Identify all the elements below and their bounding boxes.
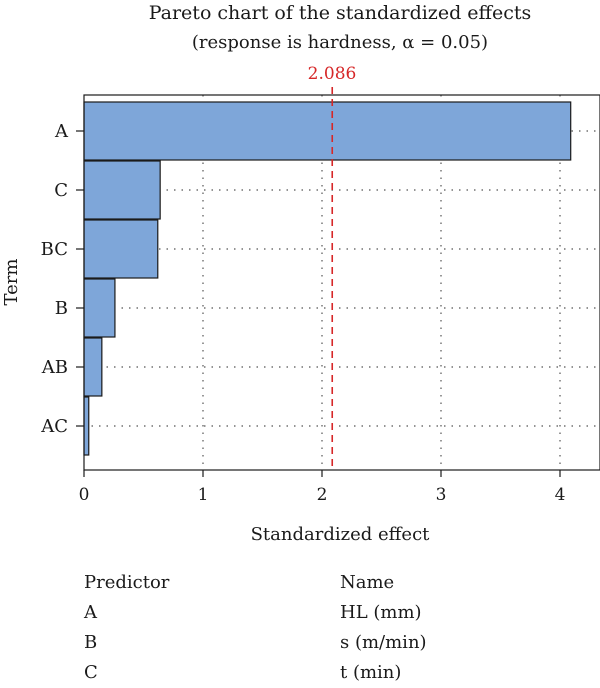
reference-line-label: 2.086 xyxy=(308,64,357,84)
grid-lines xyxy=(84,95,600,470)
legend-row-c: C t (min) xyxy=(84,658,504,688)
bar-a xyxy=(83,101,572,161)
bar-bc xyxy=(83,219,159,279)
legend-header-row: Predictor Name xyxy=(84,568,504,598)
x-tick-label: 3 xyxy=(436,485,447,505)
predictor-cell: B xyxy=(84,632,98,653)
x-tick-label: 4 xyxy=(555,485,566,505)
predictor-cell: A xyxy=(84,602,97,623)
chart-title: Pareto chart of the standardized effects xyxy=(149,2,532,24)
x-tick-labels: 0 1 2 3 4 xyxy=(79,470,566,505)
predictor-legend-table: Predictor Name A HL (mm) B s (m/min) C t… xyxy=(84,568,504,688)
name-cell: HL (mm) xyxy=(340,602,422,623)
bar-ab xyxy=(83,337,103,397)
name-cell: t (min) xyxy=(340,662,402,683)
y-tick-label: AC xyxy=(40,416,68,437)
x-axis-label: Standardized effect xyxy=(251,524,431,545)
x-tick-label: 1 xyxy=(198,485,209,505)
plot-frame xyxy=(83,94,600,471)
y-tick-label: C xyxy=(54,180,68,201)
bar-ac xyxy=(83,396,90,456)
predictor-cell: C xyxy=(84,662,98,683)
y-tick-label: A xyxy=(54,121,69,142)
bar-b xyxy=(83,278,116,338)
x-tick-label: 0 xyxy=(79,485,90,505)
legend-row-a: A HL (mm) xyxy=(84,598,504,628)
bar-c xyxy=(83,160,161,220)
chart-subtitle: (response is hardness, α = 0.05) xyxy=(192,32,488,53)
name-cell: s (m/min) xyxy=(340,632,427,653)
name-header: Name xyxy=(340,572,395,593)
bars xyxy=(83,101,572,456)
predictor-header: Predictor xyxy=(84,572,170,593)
y-tick-label: AB xyxy=(41,357,68,378)
pareto-chart: Pareto chart of the standardized effects… xyxy=(1,2,600,545)
y-tick-label: BC xyxy=(41,239,68,260)
x-tick-label: 2 xyxy=(317,485,328,505)
y-tick-label: B xyxy=(55,298,68,319)
legend-row-b: B s (m/min) xyxy=(84,628,504,658)
y-axis-label: Term xyxy=(1,259,22,306)
